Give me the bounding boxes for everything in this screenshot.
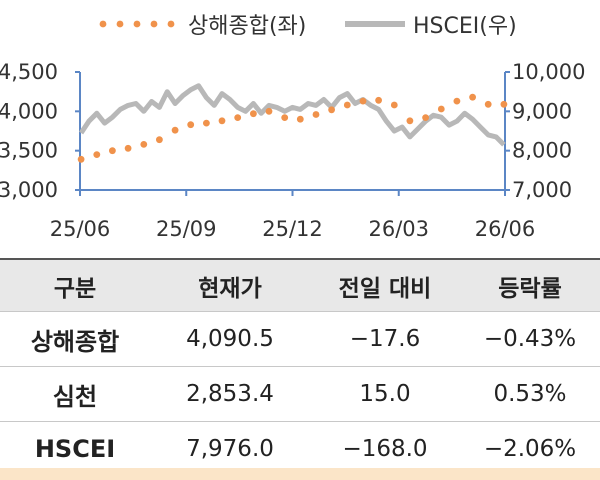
data-point-shanghai <box>312 111 320 118</box>
data-point-shanghai <box>265 107 273 115</box>
row-current-price: 2,853.4 <box>150 366 310 422</box>
row-change-rate: 0.53% <box>460 366 600 422</box>
x-tick-label: 25/06 <box>50 217 111 241</box>
data-point-shanghai <box>203 119 210 127</box>
row-change: −17.6 <box>310 311 460 367</box>
y-right-tick-label: 7,000 <box>512 178 572 202</box>
y-left-tick-label: 4,000 <box>0 99 58 123</box>
legend-marker-shanghai <box>99 20 107 28</box>
y-right-tick-label: 9,000 <box>512 99 572 123</box>
table-row: 심천 2,853.4 15.0 0.53% <box>0 366 600 422</box>
y-right-tick-label: 8,000 <box>512 139 572 163</box>
data-point-shanghai <box>281 114 289 121</box>
data-point-shanghai <box>469 93 476 101</box>
data-point-shanghai <box>234 114 242 121</box>
row-change: 15.0 <box>310 366 460 422</box>
data-point-shanghai <box>390 101 398 109</box>
index-table-container: 구분 현재가 전일 대비 등락률 상해종합 4,090.5 −17.6 −0.4… <box>0 258 600 478</box>
data-point-shanghai <box>250 110 257 118</box>
data-point-shanghai <box>218 117 226 125</box>
data-point-shanghai <box>328 106 335 114</box>
footer-strip <box>0 468 600 480</box>
header-change-rate: 등락률 <box>460 258 600 312</box>
data-point-shanghai <box>484 100 492 108</box>
y-left-tick-label: 3,000 <box>0 178 58 202</box>
header-change: 전일 대비 <box>310 258 460 312</box>
index-chart: 상해종합(좌) HSCEI(우) 3,000 3,500 4,000 4,500 7,000… <box>0 14 585 241</box>
legend-marker-shanghai <box>116 20 124 28</box>
data-point-shanghai <box>343 101 351 109</box>
x-tick-label: 25/12 <box>262 217 323 241</box>
data-point-shanghai <box>453 97 461 105</box>
data-point-shanghai <box>375 96 382 104</box>
x-tick-label: 26/06 <box>475 217 536 241</box>
data-point-shanghai <box>187 121 195 129</box>
data-point-shanghai <box>296 115 304 123</box>
data-point-shanghai <box>156 136 163 144</box>
table-header-row: 구분 현재가 전일 대비 등락률 <box>0 258 600 312</box>
header-current-price: 현재가 <box>150 258 310 312</box>
y-left-tick-label: 3,500 <box>0 139 58 163</box>
data-point-shanghai <box>93 151 101 159</box>
data-point-shanghai <box>109 147 116 155</box>
header-category: 구분 <box>0 258 150 312</box>
legend-label-hscei: HSCEI(우) <box>413 14 517 39</box>
legend-marker-shanghai <box>150 20 158 28</box>
data-point-shanghai <box>171 126 179 134</box>
x-tick-label: 25/09 <box>156 217 217 241</box>
data-point-shanghai <box>77 155 85 163</box>
row-name: 심천 <box>0 366 150 422</box>
y-right-tick-label: 10,000 <box>512 60 585 84</box>
index-table: 구분 현재가 전일 대비 등락률 상해종합 4,090.5 −17.6 −0.4… <box>0 258 600 478</box>
table-row: 상해종합 4,090.5 −17.6 −0.43% <box>0 311 600 367</box>
data-point-shanghai <box>124 144 132 152</box>
y-left-tick-label: 4,500 <box>0 60 58 84</box>
data-point-shanghai <box>359 97 367 105</box>
data-point-shanghai <box>422 114 429 121</box>
legend-label-shanghai: 상해종합(좌) <box>188 14 306 39</box>
series-line-hscei <box>79 83 506 147</box>
row-current-price: 4,090.5 <box>150 311 310 367</box>
data-point-shanghai <box>406 117 414 125</box>
legend-marker-shanghai <box>133 20 141 28</box>
row-change-rate: −0.43% <box>460 311 600 367</box>
data-point-shanghai <box>500 100 508 108</box>
data-point-shanghai <box>140 141 148 148</box>
x-tick-label: 26/03 <box>368 217 429 241</box>
data-point-shanghai <box>437 105 445 113</box>
legend-marker-shanghai <box>167 20 175 28</box>
row-name: 상해종합 <box>0 311 150 367</box>
